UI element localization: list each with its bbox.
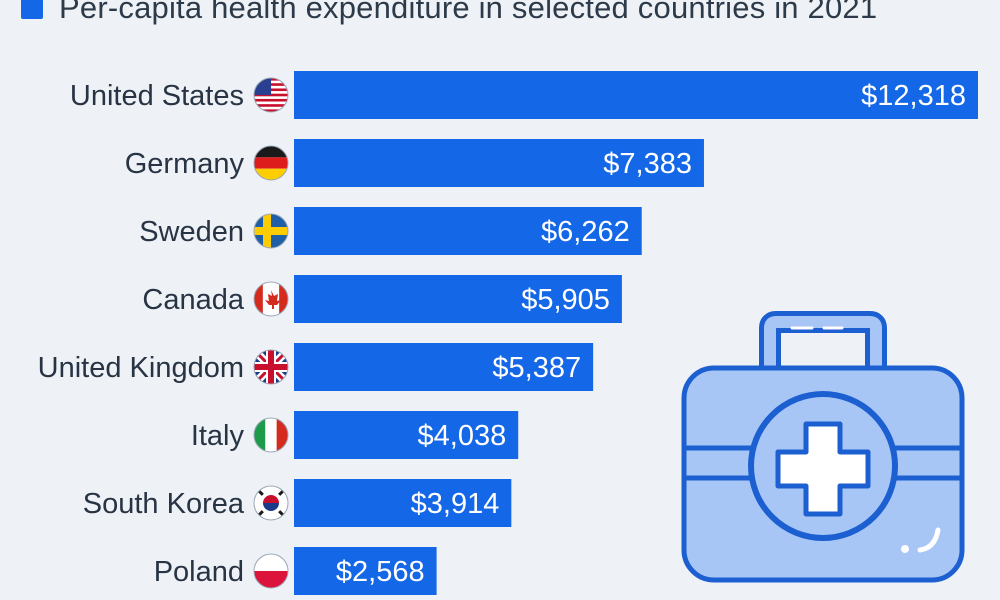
bar-row: Italy $4,038 <box>191 411 519 459</box>
category-label: Sweden <box>139 216 244 248</box>
bar-row: Sweden $6,262 <box>139 207 642 255</box>
italy-flag-icon <box>253 417 289 453</box>
value-label: $2,568 <box>336 556 425 588</box>
legend-swatch <box>21 0 43 19</box>
value-label: $12,318 <box>861 80 966 112</box>
bar <box>294 343 594 391</box>
category-label: United Kingdom <box>38 352 244 384</box>
uk-flag-icon <box>253 349 289 385</box>
first-aid-kit-icon <box>681 311 965 583</box>
category-label: Italy <box>191 420 245 452</box>
bar <box>294 547 437 595</box>
category-label: South Korea <box>83 488 245 520</box>
bar-row: Poland $2,568 <box>154 547 437 595</box>
sweden-flag-icon <box>253 213 289 249</box>
bar-row: Germany $7,383 <box>125 139 704 187</box>
value-label: $6,262 <box>541 216 630 248</box>
bar <box>294 411 519 459</box>
bar <box>294 71 978 119</box>
bar <box>294 275 622 323</box>
category-label: Canada <box>142 284 244 316</box>
value-label: $4,038 <box>418 420 507 452</box>
category-label: Poland <box>154 556 244 588</box>
us-flag-icon <box>253 77 289 113</box>
value-label: $3,914 <box>411 488 500 520</box>
category-label: Germany <box>125 148 245 180</box>
bar <box>294 207 642 255</box>
canada-flag-icon <box>253 281 289 317</box>
bar-row: Canada $5,905 <box>142 275 622 323</box>
bar-row: United Kingdom $5,387 <box>38 343 594 391</box>
bar-row: South Korea $3,914 <box>83 479 512 527</box>
germany-flag-icon <box>253 145 289 181</box>
bar <box>294 479 512 527</box>
bar <box>294 139 704 187</box>
south-korea-flag-icon <box>253 485 289 521</box>
value-label: $7,383 <box>603 148 692 180</box>
value-label: $5,387 <box>492 352 581 384</box>
chart-title: Per-capita health expenditure in selecte… <box>59 0 878 25</box>
category-label: United States <box>70 80 244 112</box>
value-label: $5,905 <box>521 284 610 316</box>
legend: Per-capita health expenditure in selecte… <box>0 0 877 30</box>
bar-row: United States $12,318 <box>70 71 978 119</box>
poland-flag-icon <box>253 553 289 589</box>
bars: United States $12,318 Germany $7,383 Sweden $… <box>38 71 978 595</box>
